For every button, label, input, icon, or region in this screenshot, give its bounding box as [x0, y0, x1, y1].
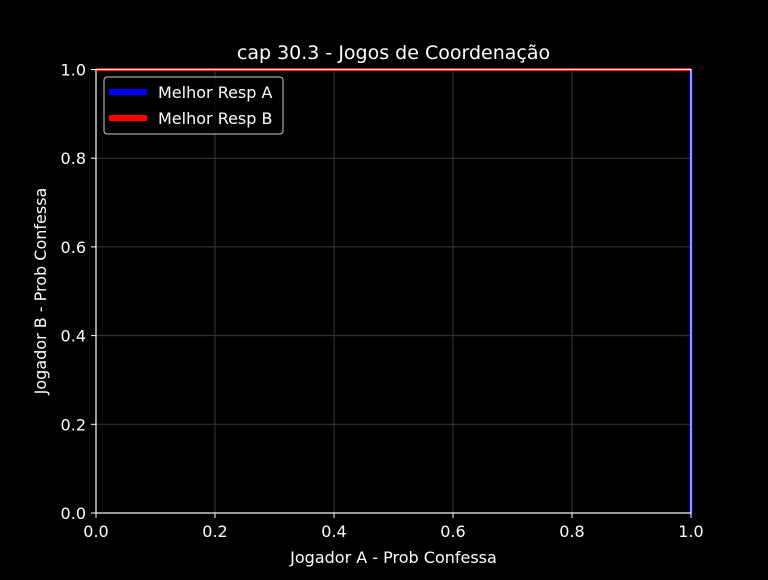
- x-tick-label: 0.2: [202, 522, 227, 541]
- y-tick-label: 0.6: [61, 238, 86, 257]
- x-axis-label: Jogador A - Prob Confessa: [289, 548, 497, 567]
- y-tick-label: 0.2: [61, 415, 86, 434]
- grid-lines: [95, 69, 692, 514]
- legend-box: [103, 76, 284, 135]
- legend: Melhor Resp A Melhor Resp B: [103, 76, 284, 135]
- y-axis-label: Jogador B - Prob Confessa: [31, 188, 50, 396]
- legend-label: Melhor Resp B: [158, 109, 272, 128]
- x-tick-label: 0.6: [440, 522, 465, 541]
- y-tick-label: 0.0: [61, 504, 86, 523]
- y-tick-label: 0.8: [61, 149, 86, 168]
- axes-frame: [95, 68, 692, 514]
- axis-ticks: 0.0 0.2 0.4 0.6 0.8 1.0 0.0 0.2 0.4 0.6 0.8 1.0: [61, 61, 704, 542]
- x-tick-label: 0.4: [321, 522, 346, 541]
- chart-title: cap 30.3 - Jogos de Coordenação: [237, 42, 550, 64]
- x-tick-label: 0.8: [559, 522, 584, 541]
- x-tick-label: 0.0: [83, 522, 108, 541]
- x-tick-label: 1.0: [678, 522, 703, 541]
- y-tick-label: 0.4: [61, 327, 86, 346]
- y-tick-label: 1.0: [61, 61, 86, 80]
- legend-entries: Melhor Resp A Melhor Resp B: [109, 83, 273, 128]
- legend-label: Melhor Resp A: [158, 83, 273, 102]
